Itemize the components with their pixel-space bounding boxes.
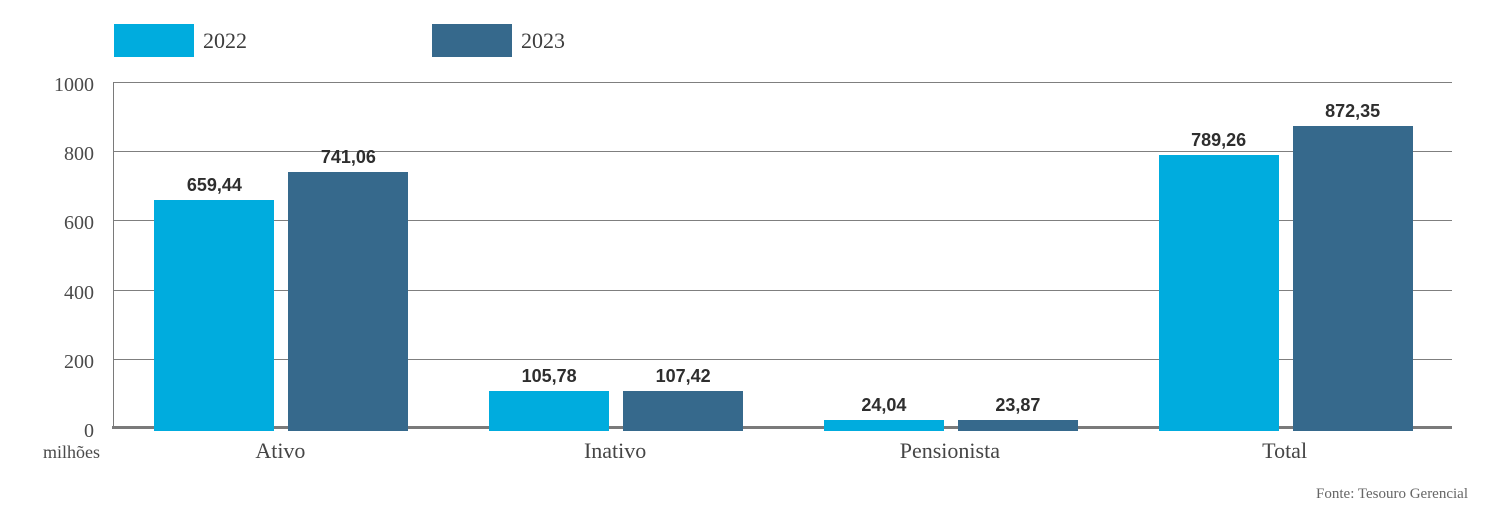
bar-2023-total bbox=[1292, 126, 1413, 431]
bar-2022-pensionista bbox=[823, 419, 944, 431]
gridline-1000 bbox=[114, 82, 1452, 83]
bar-2023-inativo bbox=[623, 390, 744, 431]
x-category-label-total: Total bbox=[1262, 438, 1308, 463]
gridline-400 bbox=[114, 289, 1452, 291]
source-caption: Fonte: Tesouro Gerencial bbox=[1316, 486, 1468, 502]
y-axis-unit-label: milhões bbox=[43, 442, 100, 462]
value-label-2022-ativo: 659,44 bbox=[186, 174, 242, 195]
plot-area: 659,44 741,06 105,78 107,42 24,04 23,87 789,26… bbox=[112, 82, 1452, 431]
bar-2023-ativo bbox=[288, 171, 409, 431]
value-label-2022-inativo: 105,78 bbox=[521, 366, 577, 387]
legend-swatch-2022 bbox=[114, 24, 194, 57]
y-tick-label-0: 0 bbox=[84, 420, 94, 442]
gridline-600 bbox=[114, 220, 1452, 222]
bar-2022-inativo bbox=[489, 391, 610, 431]
value-label-2023-pensionista: 23,87 bbox=[995, 394, 1041, 415]
y-tick-label-1000: 1000 bbox=[54, 74, 94, 96]
y-tick-label-800: 800 bbox=[64, 143, 94, 166]
bar-2022-total bbox=[1158, 154, 1279, 431]
y-tick-label-200: 200 bbox=[64, 350, 94, 373]
x-category-label-pensionista: Pensionista bbox=[899, 438, 1000, 463]
value-label-2023-inativo: 107,42 bbox=[655, 365, 711, 386]
gridline-800 bbox=[114, 151, 1452, 153]
value-label-2023-total: 872,35 bbox=[1325, 101, 1381, 122]
bar-2023-pensionista bbox=[957, 419, 1078, 431]
value-label-2023-ativo: 741,06 bbox=[320, 146, 376, 167]
legend-item-2023: 2023 bbox=[432, 24, 565, 57]
legend-item-2022: 2022 bbox=[114, 24, 247, 57]
legend-label-2023: 2023 bbox=[521, 28, 565, 53]
bar-2022-ativo bbox=[154, 199, 275, 431]
y-tick-label-400: 400 bbox=[64, 281, 94, 304]
x-category-label-inativo: Inativo bbox=[583, 438, 647, 463]
gridline-200 bbox=[114, 358, 1452, 360]
legend-label-2022: 2022 bbox=[203, 28, 247, 53]
y-tick-label-600: 600 bbox=[64, 212, 94, 235]
x-axis-labels: Ativo Inativo Pensionista Total bbox=[113, 438, 1452, 466]
value-label-2022-pensionista: 24,04 bbox=[861, 394, 907, 415]
legend-swatch-2023 bbox=[432, 24, 512, 57]
x-axis-line bbox=[112, 426, 1452, 429]
value-label-2022-total: 789,26 bbox=[1191, 129, 1247, 150]
x-category-label-ativo: Ativo bbox=[255, 438, 306, 463]
